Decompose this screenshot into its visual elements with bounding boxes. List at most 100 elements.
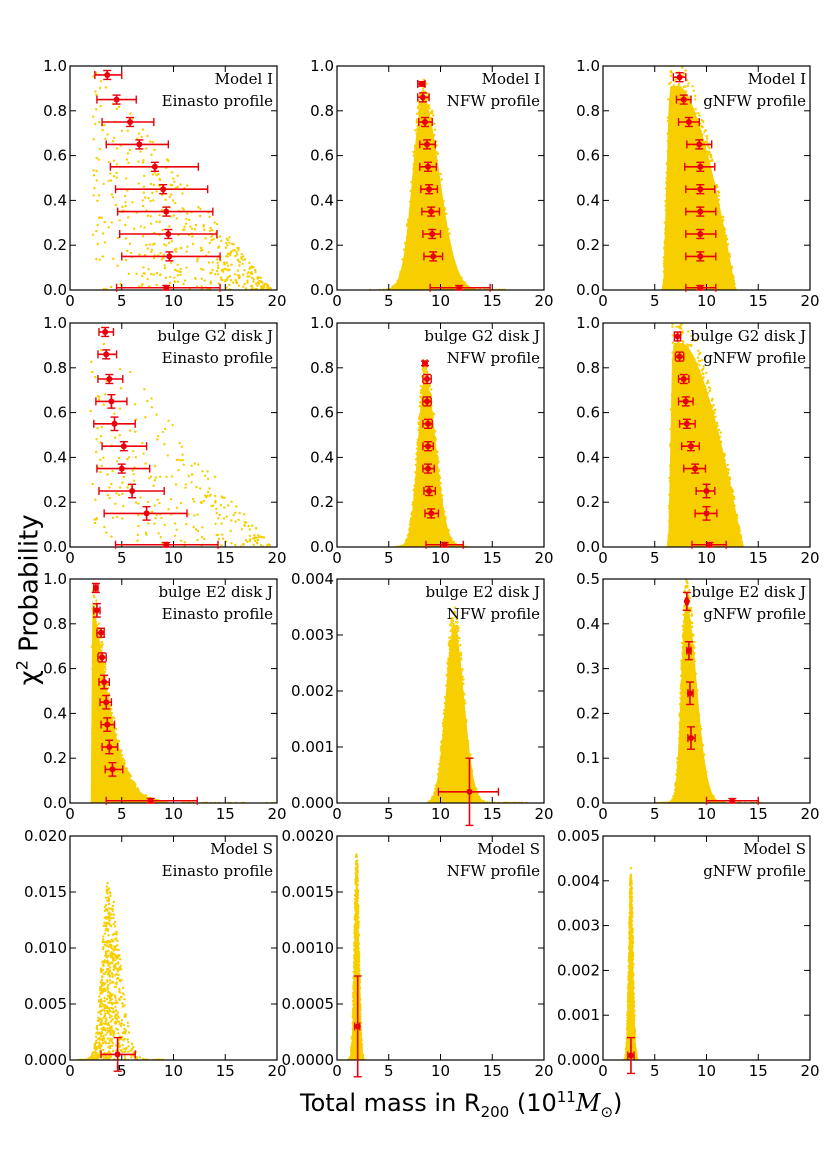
x-label-sub: 200 (480, 1102, 510, 1121)
error-bar-point (129, 488, 136, 494)
x-tick-label: 5 (650, 805, 660, 823)
error-bar-point (424, 398, 431, 405)
y-tick-label: 0.8 (310, 359, 334, 377)
error-bar-point (456, 284, 463, 291)
scatter-cloud (603, 66, 810, 290)
error-bar-point (108, 398, 115, 405)
error-bar (121, 251, 221, 262)
error-bar (95, 393, 128, 409)
y-tick-label: 0.0010 (282, 939, 335, 957)
error-bar (114, 540, 219, 549)
error-bar-point (424, 376, 431, 382)
y-tick-label: 0.0 (310, 281, 334, 299)
y-tick-label: 0.6 (310, 147, 334, 165)
x-tick-label: 20 (267, 292, 286, 310)
density-fill (337, 98, 544, 290)
x-tick-label: 15 (216, 549, 235, 567)
error-bar (100, 1036, 136, 1072)
error-bar-point (98, 629, 105, 636)
error-bar (685, 228, 717, 240)
y-tick-label: 0.000 (291, 794, 334, 812)
error-bar (423, 485, 437, 497)
panel-label-model: Model S (477, 840, 540, 858)
error-bar-point (680, 376, 687, 382)
panel-label-profile: NFW profile (447, 349, 540, 367)
error-bar (677, 396, 694, 407)
x-tick-label: 20 (534, 292, 553, 310)
y-tick-label: 0.005 (24, 995, 67, 1013)
error-bar (91, 582, 100, 594)
x-tick-label: 10 (431, 549, 450, 567)
y-tick-label: 0.6 (576, 404, 600, 422)
panel-g2j-einasto: 0 5 10 15 20 0.0 0.2 0.4 0.6 0.8 1.0 bulge G2 disk … (43, 314, 286, 567)
error-bar-point (426, 186, 433, 193)
error-bar-point (425, 420, 432, 427)
panel-label-model: Model S (743, 840, 806, 858)
error-bar-point (428, 208, 435, 215)
error-bar-point (683, 598, 690, 605)
error-bar (686, 139, 713, 150)
y-tick-label: 0.010 (24, 939, 67, 957)
error-bar-point (703, 510, 710, 517)
y-tick-label: 0.003 (291, 626, 334, 644)
y-tick-label: 0.8 (576, 102, 600, 120)
x-tick-label: 20 (267, 1062, 286, 1080)
error-bar (422, 373, 432, 385)
error-bar (420, 359, 429, 368)
panel-label-model: bulge E2 disk J (425, 583, 540, 601)
error-bar (694, 505, 718, 521)
error-bar-point (697, 186, 704, 193)
y-tick-label: 0.8 (310, 102, 334, 120)
panel-model-i-einasto: 0 5 10 15 20 0.0 0.2 0.4 0.6 0.8 1.0 Model I Einasto… (43, 57, 286, 310)
panel-model-s-nfw: 0 5 10 15 20 0.0000 0.0005 0.0010 0.0015 0.0020 Mo… (282, 827, 554, 1080)
y-tick-label: 0.8 (43, 615, 67, 633)
panel-label-model: Model I (482, 70, 540, 88)
panel-label-profile: gNFW profile (703, 862, 806, 880)
error-bar-point (685, 647, 692, 654)
x-tick-label: 5 (117, 292, 127, 310)
panel-label-profile: Einasto profile (162, 862, 273, 880)
x-tick-label: 10 (164, 292, 183, 310)
scatter-cloud (337, 359, 544, 547)
error-bar-point (683, 420, 690, 427)
x-tick-label: 20 (800, 292, 819, 310)
error-bar-point (166, 253, 173, 260)
error-bar (420, 184, 439, 195)
x-tick-label: 5 (650, 1062, 660, 1080)
error-bar (94, 69, 123, 81)
panel-label-profile: gNFW profile (703, 92, 806, 110)
error-bar (705, 796, 759, 805)
error-bar-point (425, 443, 432, 450)
x-tick-label: 10 (697, 549, 716, 567)
error-bar-point (102, 328, 109, 335)
error-bar (103, 505, 188, 521)
error-bar (626, 1036, 635, 1075)
y-tick-label: 1.0 (43, 314, 67, 332)
y-tick-label: 0.002 (291, 682, 334, 700)
error-bar (422, 441, 434, 452)
y-tick-label: 0.005 (557, 827, 600, 845)
y-tick-label: 0.6 (43, 404, 67, 422)
error-bar (685, 681, 694, 706)
error-bar (686, 726, 696, 750)
error-bar-point (706, 541, 713, 548)
x-tick-label: 20 (800, 805, 819, 823)
x-tick-label: 0 (65, 549, 75, 567)
panel-label-profile: NFW profile (447, 92, 540, 110)
x-tick-label: 20 (267, 549, 286, 567)
x-tick-label: 15 (749, 292, 768, 310)
panel-model-i-nfw: 0 5 10 15 20 0.0 0.2 0.4 0.6 0.8 1.0 Model I NFW pro… (310, 57, 553, 310)
y-tick-label: 0.8 (576, 359, 600, 377)
error-bar-point (104, 721, 111, 728)
error-bar (677, 116, 700, 128)
error-bar-point (113, 96, 120, 103)
y-tick-label: 0.002 (557, 961, 600, 979)
panel-e2j-nfw: 0 5 10 15 20 0.000 0.001 0.002 0.003 0.004 bulge E… (291, 570, 554, 827)
y-label-chi: χ (13, 670, 44, 686)
error-bar-point (103, 699, 110, 706)
error-bar-point (676, 74, 683, 81)
density-fill (603, 86, 810, 290)
x-tick-label: 5 (117, 1062, 127, 1080)
x-label-M: M (575, 1089, 601, 1117)
y-tick-label: 0.5 (576, 570, 600, 588)
